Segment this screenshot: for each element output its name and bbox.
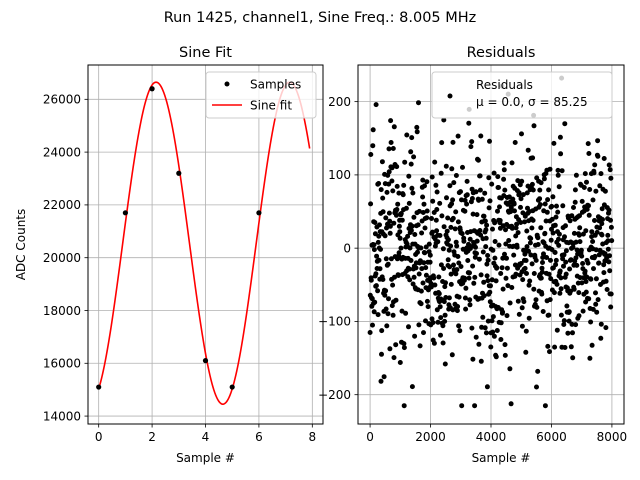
y-tick-label: −100 [318, 315, 351, 329]
x-tick-label: 4000 [476, 430, 507, 444]
y-tick-label: 18000 [43, 304, 81, 318]
residuals-legend: Residuals μ = 0.0, σ = 85.25 [431, 71, 613, 119]
x-tick-label: 0 [366, 430, 374, 444]
x-tick-label: 2 [148, 430, 156, 444]
sample-point [202, 358, 209, 364]
x-tick-label: 8000 [597, 430, 628, 444]
x-tick-label: 0 [95, 430, 103, 444]
residuals-xlabel: Sample # [472, 451, 531, 465]
sine-fit-grid [88, 65, 323, 424]
y-tick-label: 14000 [43, 409, 81, 423]
y-tick-label: 20000 [43, 251, 81, 265]
sample-point [176, 170, 182, 176]
sample-point [122, 210, 128, 216]
y-tick-label: 24000 [43, 145, 81, 159]
sine-fit-title: Sine Fit [179, 45, 232, 61]
x-tick-label: 2000 [415, 430, 446, 444]
y-tick-label: 200 [328, 95, 351, 109]
sample-point [256, 210, 262, 216]
sample-point [149, 86, 155, 92]
sine-fit-legend: Samples Sine fit [205, 71, 317, 119]
x-tick-label: 6 [255, 430, 263, 444]
x-tick-label: 8 [308, 430, 316, 444]
y-tick-label: 16000 [43, 357, 81, 371]
legend-residuals-label: Residuals [476, 78, 533, 92]
sine-fit-axes-frame [87, 64, 324, 425]
residuals-grid [358, 65, 624, 424]
residuals-ticks: 0 2000 4000 6000 8000 −200 −100 0 100 200 [318, 95, 627, 444]
residuals-panel: Residuals 0 2000 4000 6000 8000 −200 −100 0 100 2… [318, 45, 627, 465]
sample-point [229, 384, 235, 390]
sine-fit-panel: Sine Fit 0 2 4 6 8 14000 16000 18000 20000 22000 2… [14, 45, 324, 465]
sine-fit-ticks: 0 2 4 6 8 14000 16000 18000 20000 22000 24000 26000 [43, 93, 316, 444]
y-tick-label: 22000 [43, 198, 81, 212]
residuals-title: Residuals [467, 45, 536, 61]
sine-fit-xlabel: Sample # [176, 451, 235, 465]
y-tick-label: 26000 [43, 93, 81, 107]
y-tick-label: −200 [318, 388, 351, 402]
sample-point [96, 384, 102, 390]
sine-fit-ylabel: ADC Counts [14, 209, 28, 281]
legend-samples-marker [224, 81, 230, 87]
residuals-plot-area [367, 75, 615, 409]
y-tick-label: 0 [343, 241, 351, 255]
sine-fit-legend-box [205, 71, 317, 119]
legend-samples-label: Samples [250, 78, 301, 92]
residuals-legend-box [431, 71, 613, 119]
x-tick-label: 4 [202, 430, 210, 444]
sine-fit-plot-area [96, 81, 311, 405]
x-tick-label: 6000 [536, 430, 567, 444]
legend-residuals-marker [447, 93, 453, 99]
sine-fit-line [97, 81, 311, 405]
legend-residuals-stats: μ = 0.0, σ = 85.25 [476, 95, 588, 109]
y-tick-label: 100 [328, 168, 351, 182]
legend-sine-fit-label: Sine fit [250, 99, 292, 113]
residual-points [367, 75, 615, 409]
figure-title: Run 1425, channel1, Sine Freq.: 8.005 MH… [164, 10, 477, 26]
residuals-axes-frame [357, 64, 625, 425]
